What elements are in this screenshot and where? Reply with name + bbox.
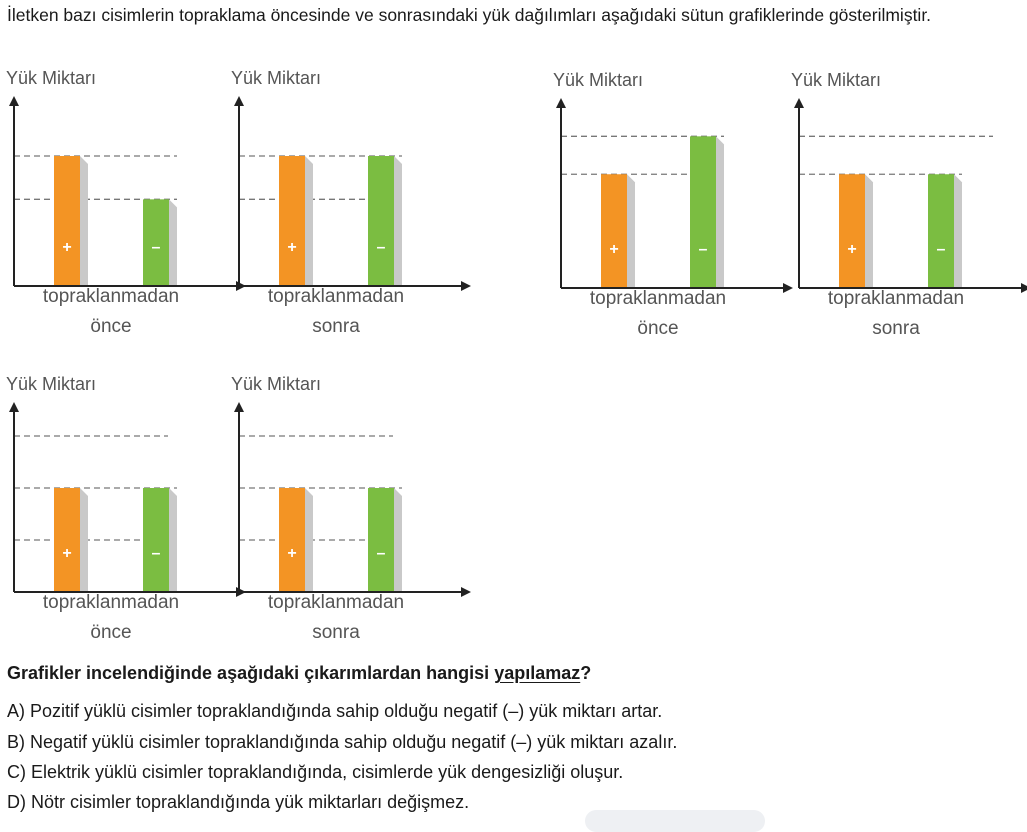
negative-bar: –	[368, 488, 402, 592]
bar-shadow	[80, 488, 88, 592]
cut-off-button	[585, 810, 765, 832]
bar-shadow	[305, 156, 313, 286]
x-axis-label-line2: önce	[90, 316, 132, 337]
x-axis-label-line2: önce	[637, 318, 679, 339]
x-axis-label-line2: sonra	[312, 622, 360, 643]
x-axis-arrow-icon	[461, 281, 471, 291]
negative-bar: –	[368, 156, 402, 286]
y-axis-label: Yük Miktarı	[553, 70, 644, 90]
positive-bar: +	[279, 488, 313, 592]
bar-body	[368, 156, 394, 286]
bar-body	[368, 488, 394, 592]
minus-sign: –	[699, 241, 708, 258]
negative-bar: –	[690, 136, 724, 288]
x-axis-label-line1: topraklanmadan	[267, 286, 405, 307]
bar-shadow	[394, 488, 402, 592]
plus-sign: +	[62, 239, 71, 256]
negative-bar: –	[143, 488, 177, 592]
chart-svg: + –	[234, 96, 471, 291]
plus-sign: +	[287, 239, 296, 256]
bar-shadow	[627, 174, 635, 288]
chart-group3-after: + – Yük Miktarı topraklanmadan sonra	[231, 374, 471, 668]
x-axis-label-line1: topraklanmadan	[589, 288, 727, 309]
bar-body	[143, 199, 169, 286]
option-a[interactable]: A) Pozitif yüklü cisimler topraklandığın…	[7, 701, 663, 721]
question-suffix: ?	[580, 663, 592, 683]
x-axis-label-line1: topraklanmadan	[267, 592, 405, 613]
x-axis-arrow-icon	[461, 587, 471, 597]
x-axis-arrow-icon	[783, 283, 793, 293]
bar-body	[279, 488, 305, 592]
chart-group3-before: + – Yük Miktarı topraklanmadan önce	[6, 374, 246, 668]
positive-bar: +	[279, 156, 313, 286]
x-axis-label-line1: topraklanmadan	[827, 288, 965, 309]
bar-shadow	[394, 156, 402, 286]
plus-sign: +	[62, 545, 71, 562]
bar-shadow	[954, 174, 962, 288]
positive-bar: +	[54, 156, 88, 286]
y-axis-arrow-icon	[794, 98, 804, 108]
bar-body	[54, 488, 80, 592]
question-text: Grafikler incelendiğinde aşağıdaki çıkar…	[7, 663, 591, 684]
option-d[interactable]: D) Nötr cisimler topraklandığında yük mi…	[7, 792, 470, 812]
plus-sign: +	[287, 545, 296, 562]
chart-group1-before: + – Yük Miktarı topraklanmadan önce	[6, 68, 246, 362]
negative-bar: –	[143, 199, 177, 286]
y-axis-label: Yük Miktarı	[231, 68, 322, 88]
chart-svg: + –	[9, 402, 246, 597]
x-axis-label-line2: önce	[90, 622, 132, 643]
y-axis-arrow-icon	[234, 402, 244, 412]
intro-text: İletken bazı cisimlerin topraklama önces…	[7, 5, 932, 25]
x-axis-label-line2: sonra	[872, 318, 920, 339]
bar-body	[928, 174, 954, 288]
plus-sign: +	[609, 241, 618, 258]
negative-bar: –	[928, 174, 962, 288]
y-axis-label: Yük Miktarı	[6, 68, 97, 88]
chart-group2-after: + – Yük Miktarı topraklanmadan sonra	[791, 70, 1027, 364]
bar-shadow	[169, 488, 177, 592]
x-axis-arrow-icon	[1021, 283, 1027, 293]
y-axis-label: Yük Miktarı	[791, 70, 882, 90]
bar-shadow	[169, 199, 177, 286]
bar-shadow	[305, 488, 313, 592]
y-axis-arrow-icon	[234, 96, 244, 106]
chart-svg: + –	[556, 98, 793, 293]
bar-shadow	[716, 136, 724, 288]
positive-bar: +	[601, 174, 635, 288]
chart-group2-before: + – Yük Miktarı topraklanmadan önce	[553, 70, 793, 364]
bar-body	[54, 156, 80, 286]
minus-sign: –	[152, 545, 161, 562]
minus-sign: –	[377, 239, 386, 256]
bar-shadow	[80, 156, 88, 286]
chart-svg: + –	[794, 98, 1027, 293]
question-prefix: Grafikler incelendiğinde aşağıdaki çıkar…	[7, 663, 495, 683]
y-axis-arrow-icon	[556, 98, 566, 108]
chart-svg: + –	[234, 402, 471, 597]
bar-body	[690, 136, 716, 288]
bar-body	[279, 156, 305, 286]
minus-sign: –	[377, 545, 386, 562]
x-axis-label-line1: topraklanmadan	[42, 286, 180, 307]
minus-sign: –	[937, 241, 946, 258]
bar-body	[143, 488, 169, 592]
y-axis-arrow-icon	[9, 96, 19, 106]
positive-bar: +	[839, 174, 873, 288]
y-axis-label: Yük Miktarı	[231, 374, 322, 394]
plus-sign: +	[847, 241, 856, 258]
chart-group1-after: + – Yük Miktarı topraklanmadan sonra	[231, 68, 471, 362]
x-axis-label-line1: topraklanmadan	[42, 592, 180, 613]
option-c[interactable]: C) Elektrik yüklü cisimler topraklandığı…	[7, 762, 624, 782]
y-axis-label: Yük Miktarı	[6, 374, 97, 394]
bar-body	[601, 174, 627, 288]
minus-sign: –	[152, 239, 161, 256]
bar-shadow	[865, 174, 873, 288]
question-emphasis: yapılamaz	[494, 663, 581, 683]
positive-bar: +	[54, 488, 88, 592]
option-b[interactable]: B) Negatif yüklü cisimler topraklandığın…	[7, 732, 678, 752]
y-axis-arrow-icon	[9, 402, 19, 412]
x-axis-label-line2: sonra	[312, 316, 360, 337]
chart-svg: + –	[9, 96, 246, 291]
bar-body	[839, 174, 865, 288]
